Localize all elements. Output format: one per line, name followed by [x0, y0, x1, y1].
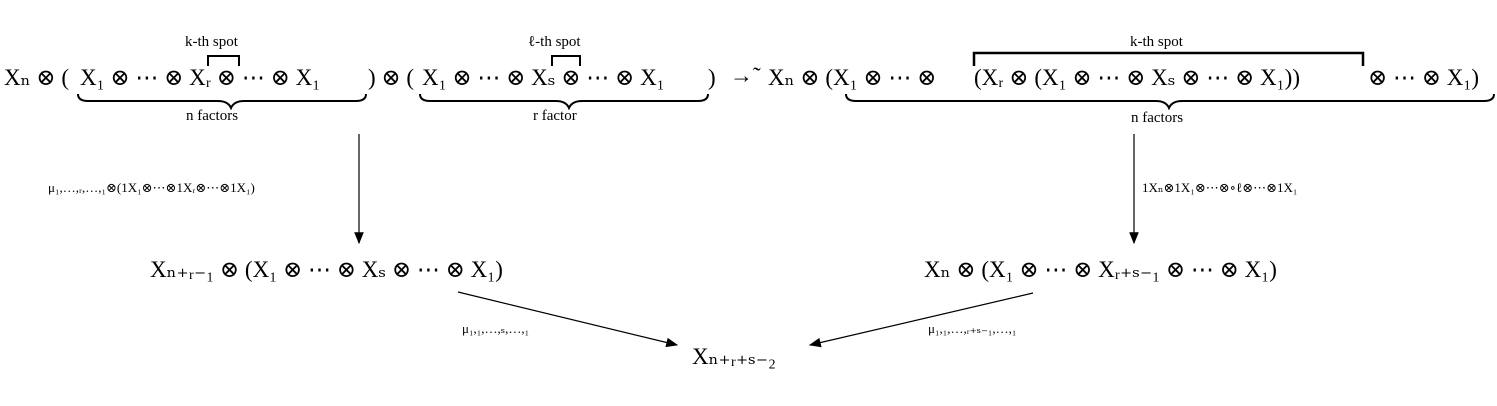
- source-left-factors2: X₁ ⊗ ⋯ ⊗ Xₛ ⊗ ⋯ ⊗ X₁: [422, 65, 665, 90]
- underbrace-n-factors: [77, 93, 367, 111]
- spot-label-l: ℓ-th spot: [528, 34, 581, 50]
- left-diag-arrow: [457, 291, 679, 348]
- source-left-middle: ) ⊗ (: [368, 65, 415, 90]
- source-left-factors: X₁ ⊗ ⋯ ⊗ Xᵣ ⊗ ⋯ ⊗ X₁: [80, 65, 321, 90]
- underbrace-n-factors-right: [845, 93, 1495, 111]
- spot-label-k-right: k-th spot: [1130, 34, 1183, 50]
- right-down-arrow-label: 1Xₙ⊗1X₁⊗⋯⊗∘ℓ⊗⋯⊗1X₁: [1142, 180, 1298, 195]
- left-diag-arrow-label: μ₁,₁,…,ₛ,…,₁: [462, 321, 530, 336]
- spot-bracket-l: [551, 55, 581, 66]
- middle-right-node: Xₙ ⊗ (X₁ ⊗ ⋯ ⊗ Xᵣ₊ₛ₋₁ ⊗ ⋯ ⊗ X₁): [924, 257, 1277, 282]
- underbrace-r-factor: [419, 93, 709, 111]
- brace-label-n-factors-right: n factors: [1131, 110, 1184, 126]
- iso-arrow: →̃: [730, 63, 753, 88]
- source-left-suffix: ): [708, 65, 716, 90]
- brace-label-r-factor: r factor: [533, 108, 577, 124]
- source-left-prefix: Xₙ ⊗ (: [4, 65, 69, 90]
- left-down-arrow-label: μ₁,…,ᵣ,…,₁⊗(1X₁⊗⋯⊗1Xᵣ⊗⋯⊗1X₁): [48, 180, 255, 195]
- spot-bracket-k-right: [972, 51, 1365, 66]
- target-node: Xₙ₊ᵣ₊ₛ₋₂: [692, 344, 777, 369]
- source-right-inner: (Xᵣ ⊗ (X₁ ⊗ ⋯ ⊗ Xₛ ⊗ ⋯ ⊗ X₁)): [974, 65, 1300, 90]
- source-right-prefix: Xₙ ⊗ (X₁ ⊗ ⋯ ⊗: [768, 65, 937, 90]
- spot-bracket-k: [207, 55, 240, 66]
- right-diag-arrow-label: μ₁,₁,…,ᵣ₊ₛ₋₁,…,₁: [928, 321, 1017, 336]
- source-right-suffix: ⊗ ⋯ ⊗ X₁): [1368, 65, 1480, 90]
- right-diag-arrow: [808, 292, 1034, 348]
- brace-label-n-factors: n factors: [186, 108, 239, 124]
- spot-label-k: k-th spot: [185, 34, 238, 50]
- middle-left-node: Xₙ₊ᵣ₋₁ ⊗ (X₁ ⊗ ⋯ ⊗ Xₛ ⊗ ⋯ ⊗ X₁): [150, 257, 503, 282]
